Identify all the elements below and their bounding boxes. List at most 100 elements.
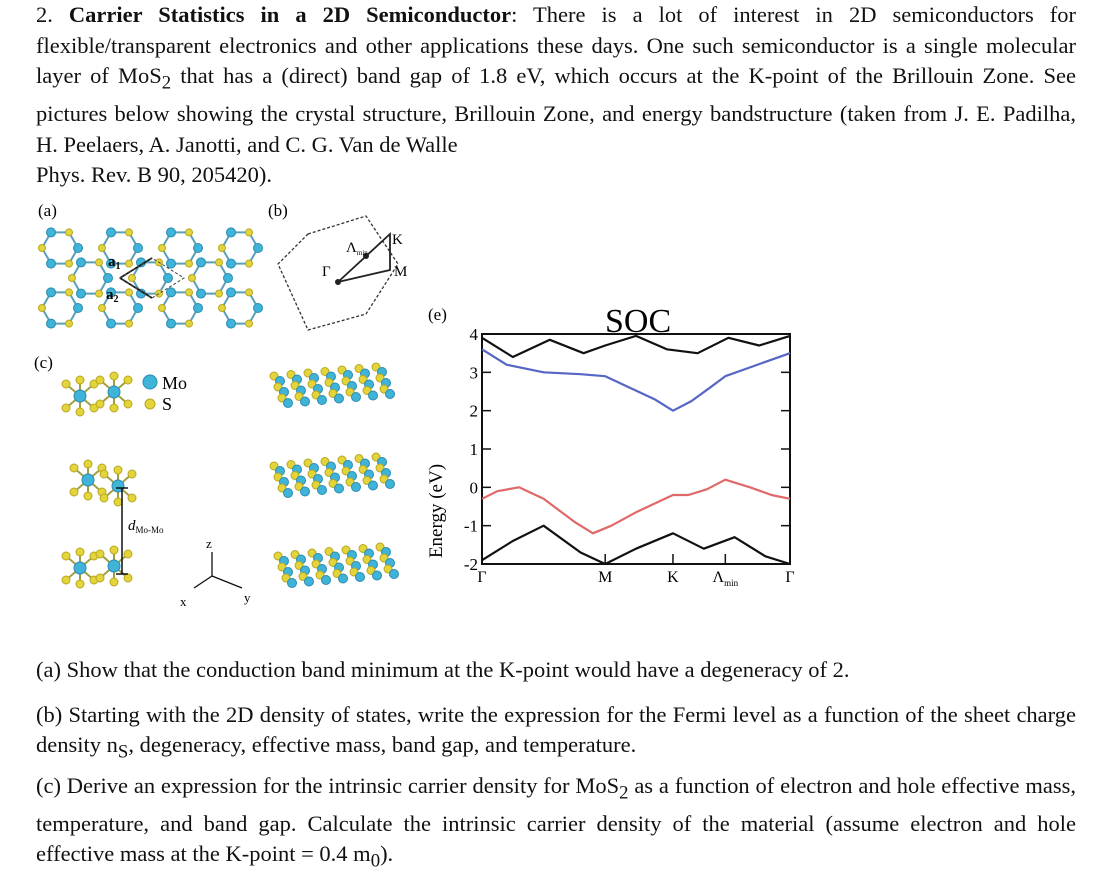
mo-atom [253, 303, 263, 313]
axis-x-arrow [193, 575, 213, 589]
question-b-text-2: , degeneracy, effective mass, band gap, … [128, 732, 637, 757]
mo-atom [106, 258, 116, 269]
mo-atom [193, 303, 203, 313]
s-atom [125, 228, 133, 237]
mo-atom [73, 303, 83, 313]
s-atom [218, 244, 226, 252]
mos2-unit [95, 545, 133, 587]
mo-atom [351, 482, 361, 492]
s-atom [245, 228, 253, 237]
s-atom [75, 375, 85, 385]
legend-mo-swatch [142, 374, 158, 390]
s-atom [155, 289, 163, 298]
lattice-hexagon [70, 261, 110, 295]
mo-atom [166, 318, 176, 329]
s-atom [61, 575, 71, 585]
mo-atom [334, 483, 344, 494]
d-label: dMo-Mo [128, 518, 164, 535]
panel-c-label: (c) [34, 353, 53, 372]
axis-x-label: x [180, 594, 187, 609]
mo-atom [106, 287, 116, 298]
bz-gamma-dot [335, 279, 341, 285]
s-atom [109, 577, 119, 587]
s-atom [125, 288, 133, 297]
mos2-subscript: 2 [161, 72, 172, 94]
question-b-text-1: (b) Starting with the 2D density of stat… [36, 702, 1076, 757]
mo-atom [226, 318, 236, 329]
lattice-hexagon [160, 291, 200, 325]
band-conduction-2 [481, 334, 791, 359]
question-c: (c) Derive an expression for the intrins… [36, 771, 1076, 876]
mo-atom [107, 559, 121, 573]
mo-atom [196, 257, 206, 268]
mo-atom [338, 573, 348, 584]
mo-atom [355, 572, 365, 582]
panel-e-label: (e) [428, 305, 447, 324]
mos2-unit [95, 371, 133, 413]
s-atom [95, 289, 103, 298]
s-atom [65, 288, 73, 297]
y-tick-label: 4 [470, 325, 479, 344]
mo-atom [317, 395, 327, 405]
a1-label: a1 [108, 254, 121, 272]
s-atom [75, 547, 85, 557]
s-atom [95, 549, 105, 559]
legend-mo-label: Mo [162, 373, 187, 393]
s-atom [123, 573, 133, 583]
mos2-unit [69, 459, 107, 501]
mo-atom [73, 243, 83, 253]
lattice-hexagon [160, 231, 200, 265]
mo-atom [226, 227, 236, 238]
s-atom [215, 258, 223, 267]
lattice-hexagon [190, 261, 230, 295]
s-atom [99, 493, 109, 503]
s-atom [69, 487, 79, 497]
legend-s-label: S [162, 394, 172, 414]
mos2-unit [61, 547, 99, 589]
mo-atom [166, 227, 176, 238]
question-c-text-2: as a function of electron and hole effec… [36, 773, 1076, 866]
mo-atom [107, 385, 121, 399]
bz-m-label: M [394, 264, 407, 280]
mo-atom [226, 258, 236, 269]
mo-atom [163, 273, 173, 283]
legend-s-swatch [144, 398, 156, 410]
s-atom [98, 304, 106, 312]
s-atom [98, 244, 106, 252]
s-atom [215, 289, 223, 298]
s-atom [127, 469, 137, 479]
lattice-hexagon [40, 291, 80, 325]
mo-atom [46, 287, 56, 298]
s-atom [109, 371, 119, 381]
lattice-hexagon [220, 291, 260, 325]
lattice-top-view [38, 227, 263, 329]
panel-a-label: (a) [38, 201, 57, 220]
s-atom [95, 573, 105, 583]
panel-b-label: (b) [268, 201, 288, 220]
mo-atom [46, 227, 56, 238]
mo-atom [385, 389, 395, 399]
y-tick-label: 0 [470, 478, 479, 497]
mo-atom [283, 398, 293, 408]
band-conduction [481, 348, 791, 412]
s-atom [245, 319, 253, 328]
s-atom [75, 579, 85, 589]
s-atom [65, 228, 73, 237]
mo-atom [372, 570, 382, 581]
ns-subscript: S [117, 741, 129, 763]
s-atom [61, 379, 71, 389]
s-atom [158, 304, 166, 312]
s-atom [65, 259, 73, 268]
mo-atom [76, 288, 86, 299]
mo-atom [133, 303, 143, 313]
chart-series [481, 334, 791, 566]
lattice-hexagon [40, 231, 80, 265]
question-a: (a) Show that the conduction band minimu… [36, 657, 850, 682]
s-atom [127, 493, 137, 503]
axis-y-arrow [211, 575, 243, 589]
mo-atom [193, 243, 203, 253]
s-atom [185, 288, 193, 297]
mo-atom [321, 575, 331, 585]
s-atom [185, 228, 193, 237]
mo-atom [196, 288, 206, 299]
